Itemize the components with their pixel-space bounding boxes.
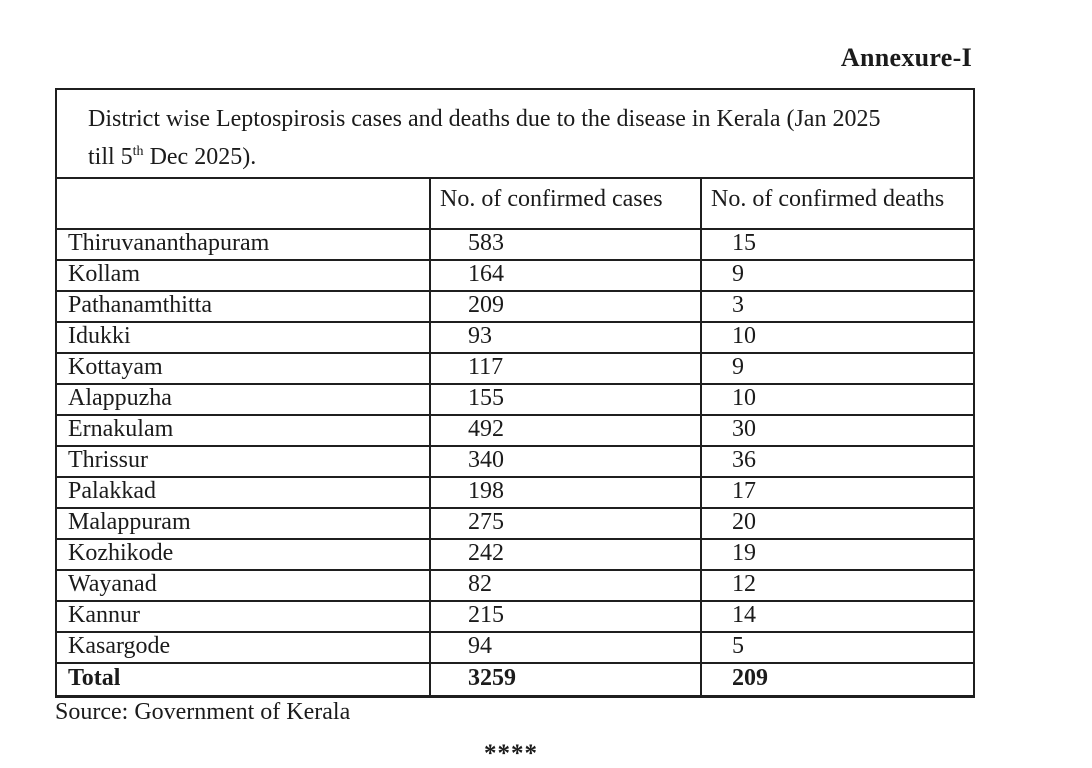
table-title-row: District wise Leptospirosis cases and de… — [54, 88, 976, 179]
district-cell: Wayanad — [55, 569, 431, 602]
district-cell: Ernakulam — [55, 414, 431, 447]
district-cell: Kannur — [55, 600, 431, 633]
table-row: Pathanamthitta 209 3 — [55, 290, 976, 323]
table-title-line1: District wise Leptospirosis cases and de… — [88, 106, 881, 132]
header-district-cell — [55, 177, 431, 230]
cases-cell: 242 — [429, 538, 702, 571]
table-row: Thiruvananthapuram 583 15 — [55, 228, 976, 261]
deaths-cell: 5 — [699, 631, 976, 664]
table-row: Kannur 215 14 — [55, 600, 976, 633]
table-row: Ernakulam 492 30 — [55, 414, 976, 447]
title-line2-prefix: till 5 — [88, 144, 133, 170]
district-cell: Kollam — [55, 259, 431, 292]
header-deaths-cell: No. of confirmed deaths — [699, 177, 976, 230]
cases-cell: 583 — [429, 228, 702, 261]
deaths-cell: 14 — [699, 600, 976, 633]
footer-mark: **** — [484, 740, 538, 767]
district-cell: Kottayam — [55, 352, 431, 385]
cases-cell: 117 — [429, 352, 702, 385]
district-cell: Kozhikode — [55, 538, 431, 571]
district-cell: Pathanamthitta — [55, 290, 431, 323]
deaths-cell: 15 — [699, 228, 976, 261]
table-total-row: Total 3259 209 — [55, 662, 976, 698]
deaths-cell: 17 — [699, 476, 976, 509]
cases-cell: 198 — [429, 476, 702, 509]
table-header-row: No. of confirmed cases No. of confirmed … — [55, 177, 976, 230]
table-row: Wayanad 82 12 — [55, 569, 976, 602]
table-row: Kottayam 117 9 — [55, 352, 976, 385]
cases-cell: 82 — [429, 569, 702, 602]
deaths-cell: 19 — [699, 538, 976, 571]
total-label-cell: Total — [55, 662, 431, 698]
table-row: Malappuram 275 20 — [55, 507, 976, 540]
deaths-cell: 12 — [699, 569, 976, 602]
deaths-cell: 30 — [699, 414, 976, 447]
deaths-cell: 36 — [699, 445, 976, 478]
cases-cell: 155 — [429, 383, 702, 416]
table-row: Thrissur 340 36 — [55, 445, 976, 478]
deaths-cell: 3 — [699, 290, 976, 323]
table-title-line2: till 5th Dec 2025). — [88, 138, 969, 176]
district-cell: Palakkad — [55, 476, 431, 509]
cases-cell: 164 — [429, 259, 702, 292]
cases-cell: 340 — [429, 445, 702, 478]
table-row: Idukki 93 10 — [55, 321, 976, 354]
title-line2-superscript: th — [132, 144, 144, 159]
total-cases-cell: 3259 — [429, 662, 702, 698]
deaths-cell: 10 — [699, 383, 976, 416]
district-cell: Malappuram — [55, 507, 431, 540]
header-cases-cell: No. of confirmed cases — [429, 177, 702, 230]
title-line2-suffix: Dec 2025). — [143, 144, 257, 170]
table-row: Kollam 164 9 — [55, 259, 976, 292]
district-cell: Alappuzha — [55, 383, 431, 416]
district-cell: Kasargode — [55, 631, 431, 664]
deaths-cell: 9 — [699, 259, 976, 292]
total-deaths-cell: 209 — [699, 662, 976, 698]
cases-cell: 275 — [429, 507, 702, 540]
deaths-cell: 9 — [699, 352, 976, 385]
district-cell: Thiruvananthapuram — [55, 228, 431, 261]
deaths-cell: 10 — [699, 321, 976, 354]
cases-cell: 94 — [429, 631, 702, 664]
annexure-label: Annexure-I — [840, 43, 972, 72]
table-body: District wise Leptospirosis cases and de… — [54, 88, 976, 698]
leptospirosis-table: District wise Leptospirosis cases and de… — [54, 88, 976, 698]
cases-cell: 215 — [429, 600, 702, 633]
source-note: Source: Government of Kerala — [55, 699, 351, 725]
table-row: Kozhikode 242 19 — [55, 538, 976, 571]
table-row: Alappuzha 155 10 — [55, 383, 976, 416]
table-row: Palakkad 198 17 — [55, 476, 976, 509]
table-row: Kasargode 94 5 — [55, 631, 976, 664]
table-title: District wise Leptospirosis cases and de… — [54, 88, 976, 179]
cases-cell: 93 — [429, 321, 702, 354]
district-cell: Thrissur — [55, 445, 431, 478]
district-cell: Idukki — [55, 321, 431, 354]
deaths-cell: 20 — [699, 507, 976, 540]
cases-cell: 492 — [429, 414, 702, 447]
cases-cell: 209 — [429, 290, 702, 323]
